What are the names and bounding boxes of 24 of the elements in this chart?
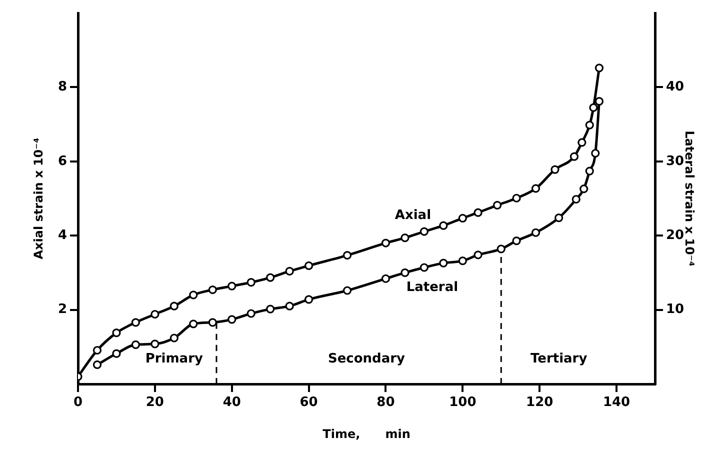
y-axis-title: Axial strain x 10⁻⁴ xyxy=(31,138,46,260)
x-tick-label: 140 xyxy=(602,395,630,410)
y-tick-label: 8 xyxy=(58,80,67,95)
y2-tick-label: 40 xyxy=(666,80,684,95)
y2-tick-label: 10 xyxy=(666,302,684,318)
y-tick-label: 2 xyxy=(58,302,67,318)
x-tick-label: 0 xyxy=(73,395,83,410)
y2-tick-label: 20 xyxy=(666,228,684,243)
x-tick-label: 20 xyxy=(146,395,164,410)
y-tick-label: 4 xyxy=(58,228,67,243)
y2-tick-label: 30 xyxy=(666,154,684,169)
x-axis-title: Time, min xyxy=(322,426,410,441)
annotation: Secondary xyxy=(328,351,406,366)
series-label: Axial xyxy=(394,208,432,224)
y2-axis-title: Lateral strain x 10⁻⁴ xyxy=(682,130,697,266)
annotation: Tertiary xyxy=(530,351,588,366)
x-tick-label: 100 xyxy=(449,395,476,410)
y-tick-label: 6 xyxy=(58,154,67,169)
x-tick-label: 80 xyxy=(376,395,395,410)
x-tick-label: 40 xyxy=(222,395,241,410)
x-tick-label: 60 xyxy=(300,395,318,410)
annotation: Primary xyxy=(145,351,204,366)
x-tick-label: 120 xyxy=(526,395,554,410)
series-label: Lateral xyxy=(406,280,458,295)
